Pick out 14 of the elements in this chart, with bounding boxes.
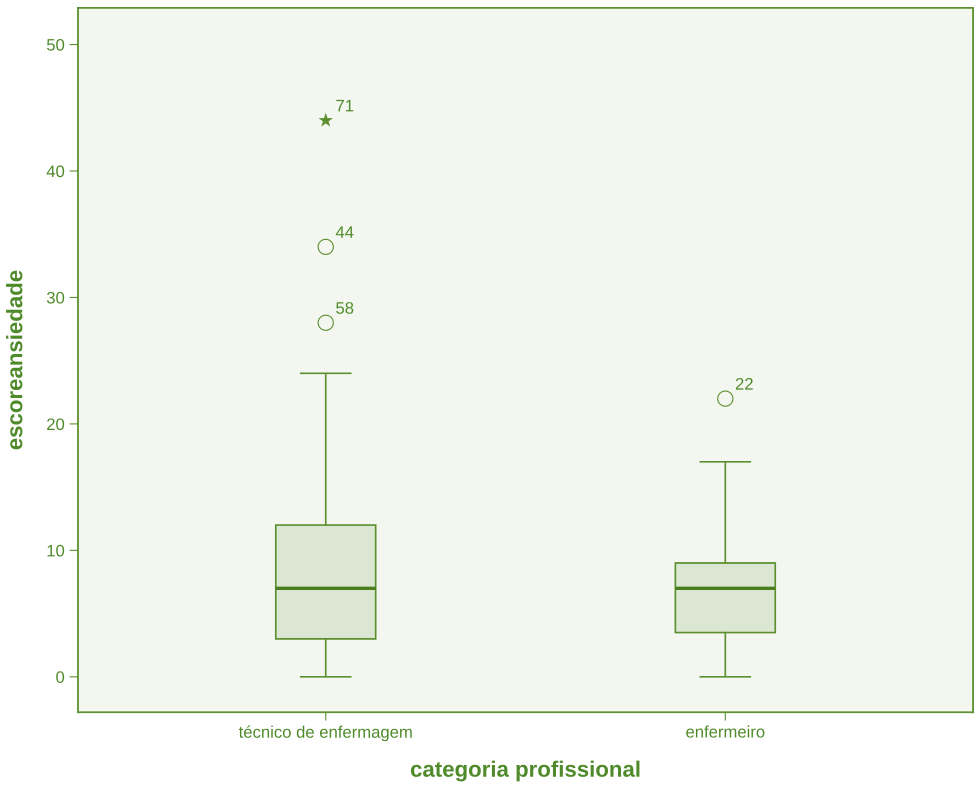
y-axis-title: escoreansiedade	[6, 270, 22, 450]
y-tick-label: 20	[47, 418, 64, 430]
y-tick-label: 10	[48, 544, 64, 557]
x-tick-label: técnico de enfermagem	[238, 725, 412, 742]
annotation: 44	[336, 226, 354, 238]
x-tick-label: enfermeiro	[686, 725, 764, 738]
y-tick-label: 50	[46, 38, 64, 51]
y-tick-label: 0	[56, 671, 64, 684]
annotation: 71	[336, 100, 354, 112]
y-tick-label: 40	[46, 165, 64, 178]
y-tick-label: 30	[46, 292, 64, 304]
annotation: 22	[736, 378, 753, 390]
annotation: 58	[336, 302, 354, 314]
x-axis-title: categoria profissional	[410, 760, 640, 782]
